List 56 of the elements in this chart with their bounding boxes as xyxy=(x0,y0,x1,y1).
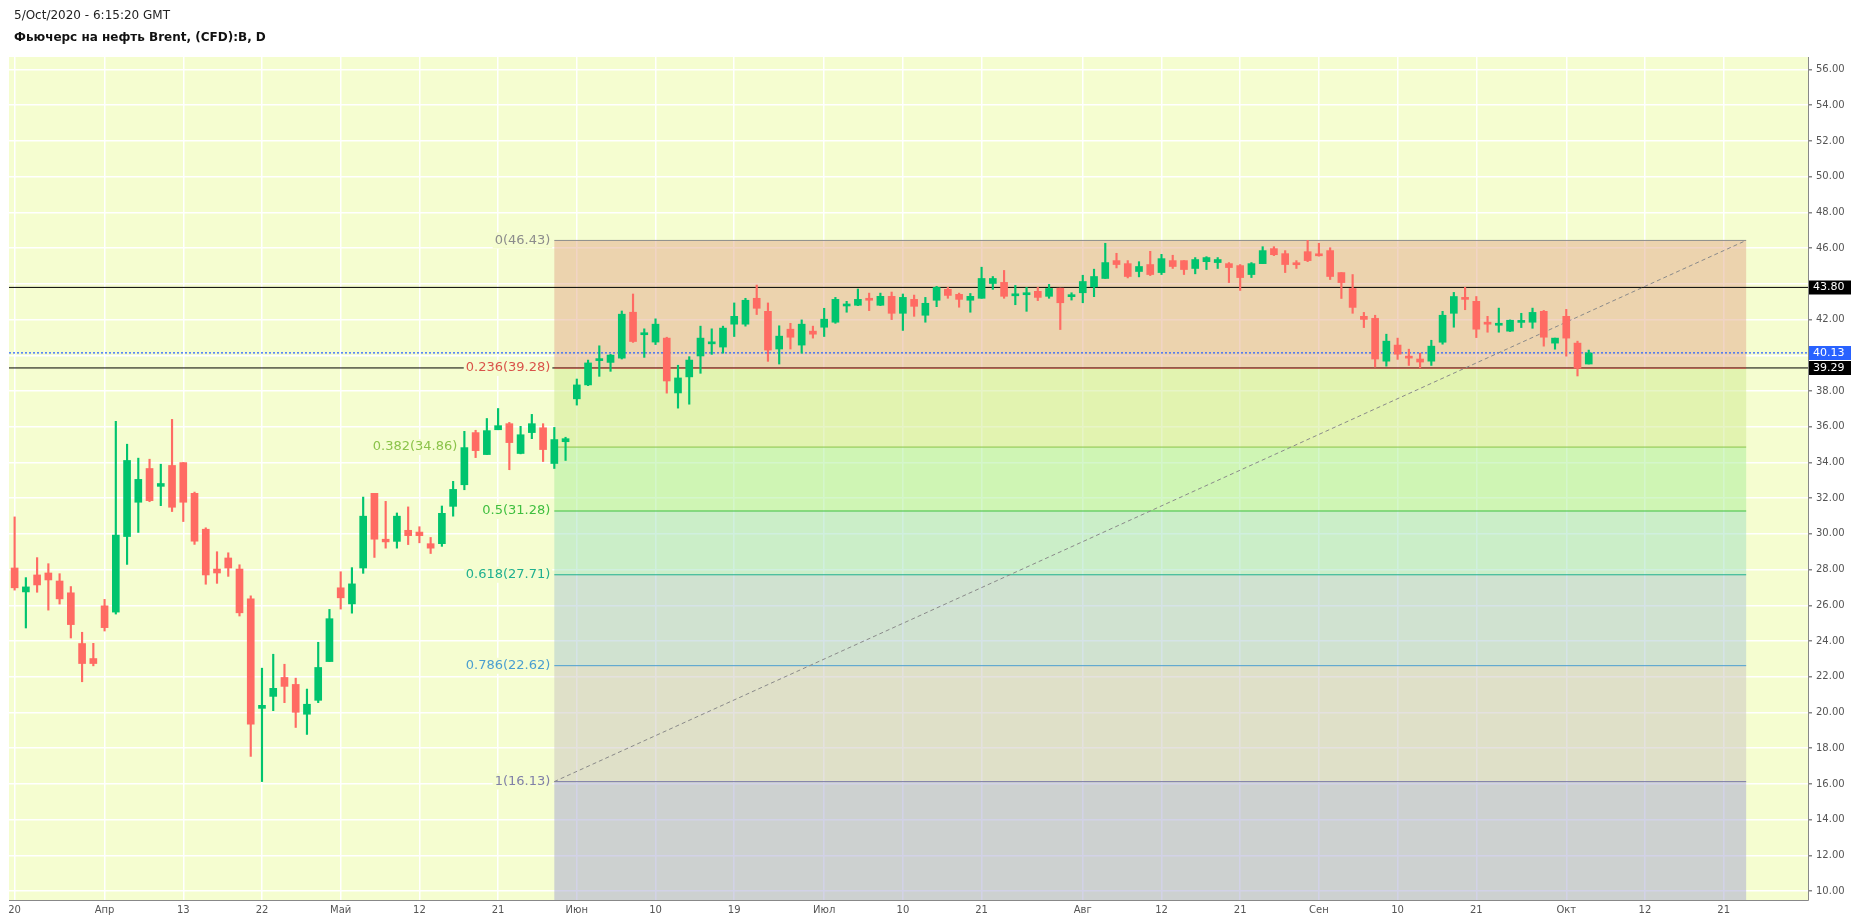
x-tick-label: 12 xyxy=(1155,903,1168,915)
y-tick-label: 18.00 xyxy=(1816,741,1845,753)
x-tick-label: Авг xyxy=(1073,903,1092,915)
y-tick-label: 36.00 xyxy=(1816,420,1845,432)
x-tick-label: 22 xyxy=(255,903,269,915)
x-tick-label: 10 xyxy=(1391,903,1404,915)
x-tick-label: 10 xyxy=(649,903,662,915)
x-tick-label: 21 xyxy=(1233,903,1247,915)
x-tick-label: Июн xyxy=(565,903,589,915)
chart-title: Фьючерс на нефть Brent, (CFD):B, D xyxy=(14,30,266,44)
x-tick-label: 21 xyxy=(975,903,988,915)
x-tick-label: Июл xyxy=(813,903,836,915)
x-tick-label: Окт xyxy=(1556,903,1577,915)
x-tick-label: 21 xyxy=(491,903,505,915)
ref-line-label: 43.80 xyxy=(1813,280,1845,294)
x-tick-label: Апр xyxy=(94,903,115,915)
x-tick-label: 13 xyxy=(176,903,190,915)
y-tick-label: 26.00 xyxy=(1816,598,1845,610)
y-tick-label: 38.00 xyxy=(1816,384,1845,396)
y-tick-label: 50.00 xyxy=(1816,170,1845,182)
x-tick-label: Сен xyxy=(1309,903,1329,915)
ref-line-label: 0.618(27.71) xyxy=(465,566,551,582)
x-tick-label: Май xyxy=(330,903,352,915)
ref-line-label: 0.382(34.86) xyxy=(372,438,458,454)
ref-line-label: 0.236(39.28) xyxy=(465,359,551,375)
x-tick-label: 10 xyxy=(896,903,910,915)
y-tick-label: 14.00 xyxy=(1816,813,1845,825)
y-tick-label: 16.00 xyxy=(1816,777,1845,789)
text: 5/Oct/2020 - 6:15:20 GMT xyxy=(14,8,171,22)
ref-line-label: 1(16.13) xyxy=(494,772,551,788)
x-tick-label: 19 xyxy=(727,903,741,915)
y-tick-label: 12.00 xyxy=(1816,848,1845,860)
y-tick-label: 22.00 xyxy=(1816,670,1845,682)
y-tick-label: 56.00 xyxy=(1816,63,1845,75)
y-tick-label: 48.00 xyxy=(1816,205,1845,217)
x-tick-label: 21 xyxy=(1469,903,1483,915)
y-tick-label: 34.00 xyxy=(1816,456,1845,468)
ref-line-label: 39.29 xyxy=(1813,360,1845,374)
y-tick-label: 20.00 xyxy=(1816,706,1845,718)
ref-line-label: 0.5(31.28) xyxy=(482,502,551,518)
y-tick-label: 46.00 xyxy=(1816,241,1845,253)
ref-line-label: 0(46.43) xyxy=(494,231,551,247)
x-tick-label: 12 xyxy=(1638,903,1652,915)
y-tick-label: 30.00 xyxy=(1816,527,1845,539)
y-tick-label: 54.00 xyxy=(1816,98,1845,110)
ref-line-label: 40.13 xyxy=(1813,345,1845,359)
x-tick-label: 21 xyxy=(1717,903,1731,915)
y-tick-label: 52.00 xyxy=(1816,134,1845,146)
x-tick-label: 20 xyxy=(8,903,21,915)
y-tick-label: 28.00 xyxy=(1816,563,1845,575)
x-tick-label: 12 xyxy=(413,903,426,915)
y-tick-label: 10.00 xyxy=(1816,884,1845,896)
y-tick-label: 24.00 xyxy=(1816,634,1845,646)
y-tick-label: 32.00 xyxy=(1816,491,1845,503)
y-tick-label: 42.00 xyxy=(1816,313,1845,325)
ref-line-label: 0.786(22.62) xyxy=(465,657,551,673)
